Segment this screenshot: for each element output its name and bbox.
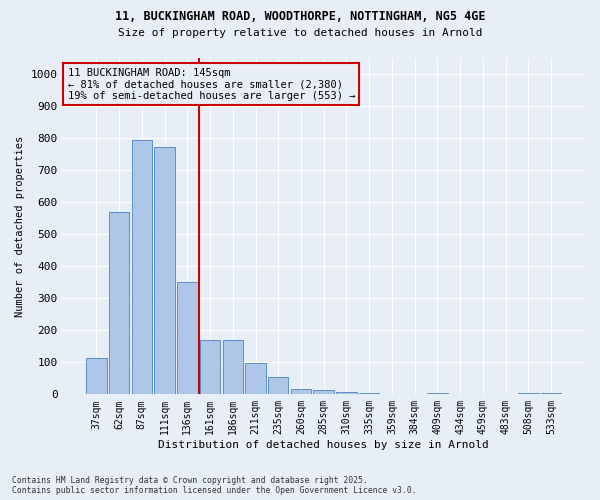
Bar [313,390,334,394]
Bar [359,392,379,394]
Y-axis label: Number of detached properties: Number of detached properties [15,136,25,316]
Bar [336,392,356,394]
Text: Contains HM Land Registry data © Crown copyright and database right 2025.
Contai: Contains HM Land Registry data © Crown c… [12,476,416,495]
Bar [245,363,266,394]
Bar [200,340,220,394]
Bar [427,392,448,394]
Bar [518,392,539,394]
Bar [86,358,107,395]
X-axis label: Distribution of detached houses by size in Arnold: Distribution of detached houses by size … [158,440,489,450]
Bar [154,148,175,394]
Bar [223,340,243,394]
Text: Size of property relative to detached houses in Arnold: Size of property relative to detached ho… [118,28,482,38]
Bar [177,282,197,395]
Text: 11 BUCKINGHAM ROAD: 145sqm
← 81% of detached houses are smaller (2,380)
19% of s: 11 BUCKINGHAM ROAD: 145sqm ← 81% of deta… [68,68,355,101]
Bar [109,212,130,394]
Bar [291,389,311,394]
Bar [541,392,561,394]
Text: 11, BUCKINGHAM ROAD, WOODTHORPE, NOTTINGHAM, NG5 4GE: 11, BUCKINGHAM ROAD, WOODTHORPE, NOTTING… [115,10,485,23]
Bar [268,378,289,394]
Bar [131,140,152,394]
